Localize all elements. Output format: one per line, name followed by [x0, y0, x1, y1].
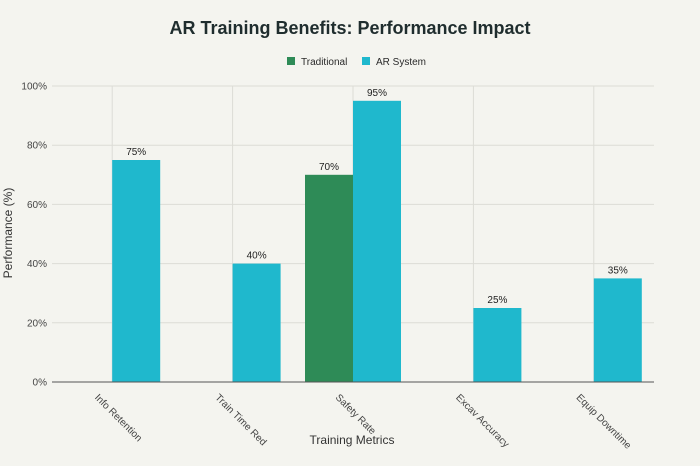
- y-tick-label: 40%: [27, 259, 47, 270]
- x-axis-label: Training Metrics: [310, 433, 395, 447]
- legend-swatch-1: [362, 57, 370, 65]
- data-labels: 75% 40% 70% 95% 25% 35%: [126, 88, 628, 306]
- bar-ar-system-4: [593, 278, 642, 382]
- bar-ar-system-2: [353, 100, 401, 383]
- y-tick-label: 100%: [21, 82, 47, 93]
- data-label: 35%: [608, 265, 628, 276]
- data-label: 75%: [126, 147, 146, 158]
- legend-label-0: Traditional: [301, 57, 347, 68]
- data-label: 95%: [367, 88, 387, 99]
- legend-label-1: AR System: [376, 57, 426, 68]
- x-tick-label: Equip Downtime: [574, 392, 634, 452]
- y-tick-label: 60%: [27, 200, 47, 211]
- y-tick-label: 20%: [27, 318, 47, 329]
- legend: Traditional AR System: [287, 57, 426, 68]
- chart-title: AR Training Benefits: Performance Impact: [169, 18, 530, 38]
- bar-ar-system-0: [112, 160, 161, 382]
- bar-traditional-2: [305, 174, 353, 382]
- x-tick-label: Safety Rate: [333, 392, 378, 437]
- bar-ar-system-3: [473, 308, 522, 382]
- x-tick-label: Train Time Red: [212, 392, 268, 448]
- data-label: 40%: [247, 251, 267, 262]
- y-tick-label: 0%: [33, 378, 48, 389]
- bars: [112, 100, 642, 383]
- x-tick-label: Excav Accuracy: [453, 392, 511, 450]
- x-tick-label: Info Retention: [92, 392, 144, 444]
- y-axis-label: Performance (%): [1, 188, 15, 279]
- bar-ar-system-1: [232, 263, 281, 382]
- legend-swatch-0: [287, 57, 295, 65]
- y-tick-label: 80%: [27, 141, 47, 152]
- data-label: 70%: [319, 162, 339, 173]
- y-axis-ticks: 0% 20% 40% 60% 80% 100%: [21, 82, 47, 389]
- data-label: 25%: [487, 295, 507, 306]
